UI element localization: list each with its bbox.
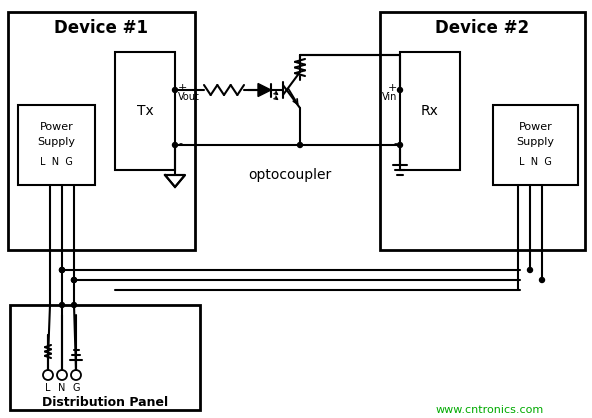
Text: Device #1: Device #1 bbox=[54, 19, 149, 37]
Circle shape bbox=[172, 143, 178, 148]
Bar bbox=[115, 52, 175, 170]
Text: L  N  G: L N G bbox=[40, 157, 73, 167]
Text: +: + bbox=[178, 83, 188, 93]
Circle shape bbox=[397, 143, 403, 148]
Text: -: - bbox=[178, 138, 182, 148]
Circle shape bbox=[72, 278, 76, 283]
Bar bbox=[380, 12, 585, 250]
Text: L: L bbox=[45, 383, 51, 393]
Text: L  N  G: L N G bbox=[519, 157, 552, 167]
Text: N: N bbox=[59, 383, 66, 393]
Text: Tx: Tx bbox=[137, 104, 153, 118]
Text: Rx: Rx bbox=[421, 104, 439, 118]
Text: Power: Power bbox=[519, 122, 552, 132]
Circle shape bbox=[60, 268, 65, 273]
Circle shape bbox=[397, 87, 403, 92]
Text: -: - bbox=[393, 138, 397, 148]
Text: G: G bbox=[72, 383, 80, 393]
Circle shape bbox=[60, 268, 65, 273]
Circle shape bbox=[60, 303, 65, 308]
Text: Device #2: Device #2 bbox=[436, 19, 530, 37]
Bar bbox=[493, 105, 578, 185]
Circle shape bbox=[298, 143, 303, 148]
Circle shape bbox=[172, 87, 178, 92]
Polygon shape bbox=[258, 84, 271, 97]
Text: www.cntronics.com: www.cntronics.com bbox=[436, 405, 544, 415]
Bar bbox=[400, 52, 460, 170]
Text: Power: Power bbox=[40, 122, 73, 132]
Text: Vin: Vin bbox=[382, 92, 397, 102]
Bar bbox=[8, 12, 195, 250]
Text: +: + bbox=[388, 83, 397, 93]
Circle shape bbox=[527, 268, 532, 273]
Text: Supply: Supply bbox=[516, 137, 555, 147]
Text: Supply: Supply bbox=[37, 137, 76, 147]
Circle shape bbox=[72, 278, 76, 283]
Circle shape bbox=[539, 278, 545, 283]
Circle shape bbox=[72, 303, 76, 308]
Text: Vout: Vout bbox=[178, 92, 200, 102]
Bar bbox=[18, 105, 95, 185]
Text: optocoupler: optocoupler bbox=[249, 168, 332, 182]
Bar bbox=[10, 305, 200, 410]
Text: Distribution Panel: Distribution Panel bbox=[42, 395, 168, 408]
